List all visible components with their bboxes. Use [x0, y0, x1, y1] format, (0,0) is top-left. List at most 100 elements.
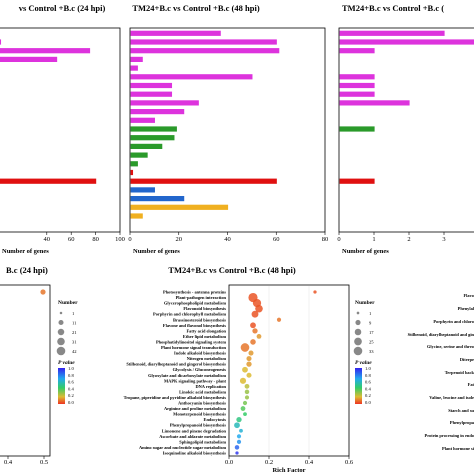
x-tick-label: 60 — [273, 236, 280, 243]
size-legend-dot — [58, 319, 64, 326]
point-8 — [256, 333, 262, 339]
point-group — [40, 289, 46, 295]
bar-18 — [130, 187, 155, 193]
pathway-label: Phenylpropanoid biosynthesis — [170, 423, 226, 428]
pathway-label: Glyoxylate and dicarboxylate metabolism — [148, 373, 226, 378]
size-legend-dot — [355, 319, 361, 326]
x-tick-label: 20 — [176, 236, 183, 243]
bar-2 — [0, 56, 58, 62]
bar-19 — [130, 196, 185, 202]
pathway-label: Valine, leucine and isole — [429, 395, 474, 400]
bar-2 — [339, 48, 375, 54]
color-bar — [58, 368, 65, 404]
size-legend-dot — [356, 311, 360, 315]
size-legend-label: 21 — [72, 330, 77, 335]
pathway-label: Glycine, serine and threo — [427, 344, 474, 349]
size-legend: 1 9 17 25 33 — [353, 311, 374, 356]
color-bar — [355, 368, 362, 404]
x-axis-label: Number of genes — [133, 248, 180, 255]
point-25 — [239, 428, 243, 433]
bar-0 — [0, 39, 2, 45]
x-tick-label: 2 — [407, 236, 410, 243]
size-legend-dot — [57, 328, 65, 336]
bar-13 — [130, 143, 163, 149]
pathway-label: Glycolysis / Gluconeogenesis — [173, 367, 227, 372]
bar-10 — [130, 117, 155, 123]
pathway-label: Fatty acid elongation — [186, 328, 226, 333]
pathway-label: Fat — [468, 382, 474, 387]
size-legend-label: 31 — [72, 339, 77, 344]
bar-chart-24hpi: vs Control +B.c (24 hpi) 40 60 80 100 Numbe… — [0, 3, 125, 255]
point-24 — [234, 422, 240, 429]
pathway-label: Endocytosis — [204, 417, 227, 422]
color-legend-label: 0.4 — [365, 386, 371, 391]
bar-12 — [130, 135, 175, 141]
size-legend-dot — [56, 346, 66, 356]
point-6 — [250, 322, 256, 329]
grid-lines — [268, 286, 310, 455]
color-legend-ticks: 1.0 0.8 0.60.4 0.2 0.0 — [68, 366, 74, 405]
chart-title: TM24+B.c vs Control +B.c ( — [342, 3, 444, 13]
bar-0 — [130, 30, 221, 36]
plot-frame — [0, 27, 121, 233]
chart-title: TM24+B.c vs Control +B.c (48 hpi) — [168, 265, 296, 275]
pathway-label: Terpenoid back — [445, 370, 474, 375]
color-legend-label: 0.8 — [365, 373, 371, 378]
x-tick-label: 1 — [372, 236, 375, 243]
point-7 — [252, 328, 258, 334]
bar-0 — [339, 30, 445, 36]
x-tick-label: 0.0 — [225, 459, 233, 466]
pathway-label: Ether lipid metabolism — [183, 334, 226, 339]
bar-14 — [130, 152, 148, 158]
scatter-chart-24hpi: B.c (24 hpi) 0.4 0.5 — [0, 265, 51, 466]
bar-group — [130, 30, 280, 219]
x-tick-label: 0 — [128, 236, 131, 243]
color-legend-title: P value — [58, 360, 75, 366]
point-15 — [246, 372, 252, 378]
bar-chart-48hpi: TM24+B.c vs Control +B.c (48 hpi) 0 20 40 6… — [128, 3, 328, 255]
bar-21 — [130, 213, 143, 219]
bar-9 — [130, 109, 185, 115]
color-legend-label: 0.2 — [68, 393, 74, 398]
size-legend-dot — [57, 337, 65, 346]
point-20 — [242, 400, 248, 406]
x-tick-label: 3 — [442, 236, 445, 243]
chart-title: TM24+B.c vs Control +B.c (48 hpi) — [132, 3, 260, 13]
pathway-label: Isoquinoline alkaloid biosynthesis — [163, 450, 226, 455]
scatter-chart-48hpi: TM24+B.c vs Control +B.c (48 hpi) Photos… — [124, 265, 354, 474]
bar-chart-third: TM24+B.c vs Control +B.c ( 01234 Number … — [337, 3, 474, 255]
bar-17 — [130, 178, 277, 184]
bar-8 — [339, 178, 375, 184]
color-legend-label: 0.4 — [68, 386, 74, 391]
legend-48hpi: Number 1 9 17 25 33 P value 1.0 0.8 0.60.4 0.2 0… — [353, 300, 375, 405]
bar-3 — [0, 178, 97, 184]
pathway-label: Starch and su — [448, 408, 474, 413]
bar-group — [0, 39, 97, 184]
pathway-label: Stilbenoid, diarylheptanoid and gin — [408, 332, 474, 337]
bar-6 — [130, 82, 173, 89]
point-12 — [246, 356, 252, 362]
x-tick-label: 0.5 — [40, 459, 48, 466]
point-group — [234, 290, 317, 455]
x-tick-label: 0.6 — [345, 459, 354, 466]
point-3 — [255, 304, 263, 313]
pathway-label: Nitrogen metabolism — [187, 356, 227, 361]
x-tick-labels: 0.0 0.2 0.4 0.6 — [225, 456, 354, 466]
bar-15 — [130, 161, 138, 167]
color-legend-label: 0.6 — [68, 380, 74, 385]
pathway-label: Arginine and proline metabolism — [164, 406, 226, 411]
size-legend-label: 25 — [369, 339, 374, 344]
color-legend-label: 0.6 — [365, 380, 371, 385]
pathway-label: Plant hormone signal transduction — [161, 345, 227, 350]
point-29 — [235, 451, 239, 455]
pathway-label: Amino sugar and nucleotide sugar metabol… — [139, 445, 226, 450]
bar-group — [339, 30, 474, 184]
size-legend-label: 1 — [72, 311, 75, 316]
pathway-label: Flavone and flavonol biosynthesis — [163, 323, 226, 328]
color-legend-label: 1.0 — [365, 366, 371, 371]
pathway-labels: Flavo Phenylal Porphyrin and chloro Stilben… — [408, 293, 474, 451]
bar-3 — [130, 56, 143, 62]
pathway-label: Indole alkaloid biosynthesis — [174, 351, 226, 356]
